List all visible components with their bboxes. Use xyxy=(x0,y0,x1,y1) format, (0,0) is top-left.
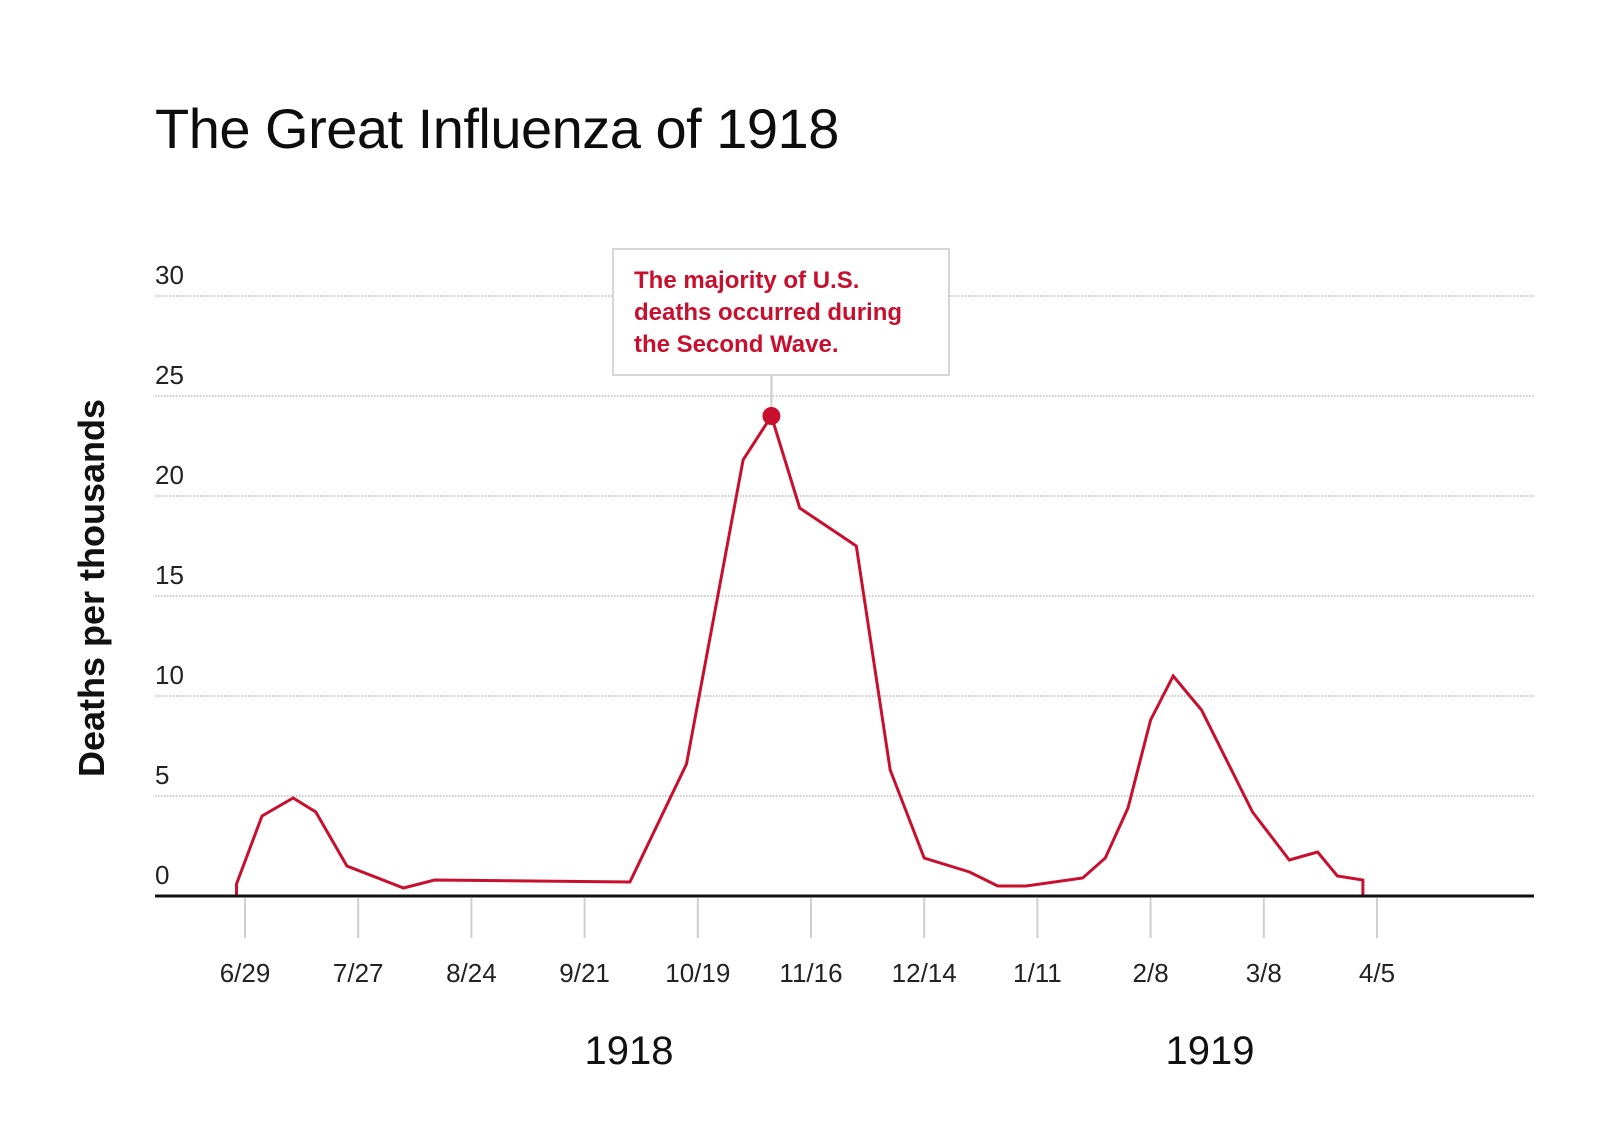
data-point xyxy=(1287,858,1291,862)
y-tick-label: 0 xyxy=(155,860,169,890)
data-point xyxy=(291,796,295,800)
data-point xyxy=(1335,874,1339,878)
y-tick-label: 25 xyxy=(155,360,184,390)
x-tick-label: 2/8 xyxy=(1133,958,1169,988)
data-point xyxy=(996,884,1000,888)
year-labels: 1918 1919 xyxy=(585,1029,1255,1073)
y-axis-title: Deaths per thousands xyxy=(71,399,112,777)
data-point xyxy=(741,458,745,462)
y-tick-label: 20 xyxy=(155,460,184,490)
y-tick-label: 10 xyxy=(155,660,184,690)
x-axis-ticks: 6/29 7/27 8/24 9/21 10/19 11/16 12/14 1/11 2/8 3/… xyxy=(220,898,1395,988)
x-tick-label: 10/19 xyxy=(665,958,730,988)
y-tick-label: 5 xyxy=(155,760,169,790)
x-tick-label: 6/29 xyxy=(220,958,271,988)
y-tick-label: 30 xyxy=(155,260,184,290)
data-point xyxy=(1103,856,1107,860)
data-point xyxy=(769,414,773,418)
annotation-callout: The majority of U.S. deaths occurred dur… xyxy=(612,248,950,376)
data-point xyxy=(402,886,406,890)
data-point xyxy=(345,864,349,868)
data-point xyxy=(685,762,689,766)
x-tick-label: 12/14 xyxy=(892,958,957,988)
x-tick-label: 4/5 xyxy=(1359,958,1395,988)
data-point xyxy=(260,814,264,818)
data-point xyxy=(1251,810,1255,814)
data-point xyxy=(888,768,892,772)
data-points xyxy=(235,414,1365,890)
x-tick-label: 1/11 xyxy=(1013,958,1062,988)
data-point xyxy=(1149,718,1153,722)
y-tick-label: 15 xyxy=(155,560,184,590)
data-point xyxy=(628,880,632,884)
grid-layer xyxy=(155,295,1534,797)
y-axis-labels: 0 5 10 15 20 25 30 xyxy=(155,260,184,890)
x-tick-label: 7/27 xyxy=(333,958,384,988)
peak-point-marker xyxy=(762,407,781,425)
data-point xyxy=(1126,806,1130,810)
year-label: 1919 xyxy=(1166,1029,1255,1073)
data-point xyxy=(1200,708,1204,712)
data-point xyxy=(1361,878,1365,882)
data-point xyxy=(922,856,926,860)
data-point xyxy=(798,506,802,510)
data-point xyxy=(1024,884,1028,888)
data-point xyxy=(1171,674,1175,678)
chart-title: The Great Influenza of 1918 xyxy=(155,97,839,160)
x-tick-label: 11/16 xyxy=(779,958,842,988)
data-point xyxy=(235,882,239,886)
data-point xyxy=(854,544,858,548)
data-point xyxy=(1316,850,1320,854)
data-point xyxy=(314,810,318,814)
year-label: 1918 xyxy=(585,1029,674,1073)
x-tick-label: 9/21 xyxy=(559,958,610,988)
x-tick-label: 3/8 xyxy=(1246,958,1282,988)
data-point xyxy=(1081,876,1085,880)
data-point xyxy=(968,870,972,874)
series-line-deaths xyxy=(235,412,1365,896)
x-tick-label: 8/24 xyxy=(446,958,497,988)
data-point xyxy=(433,878,437,882)
